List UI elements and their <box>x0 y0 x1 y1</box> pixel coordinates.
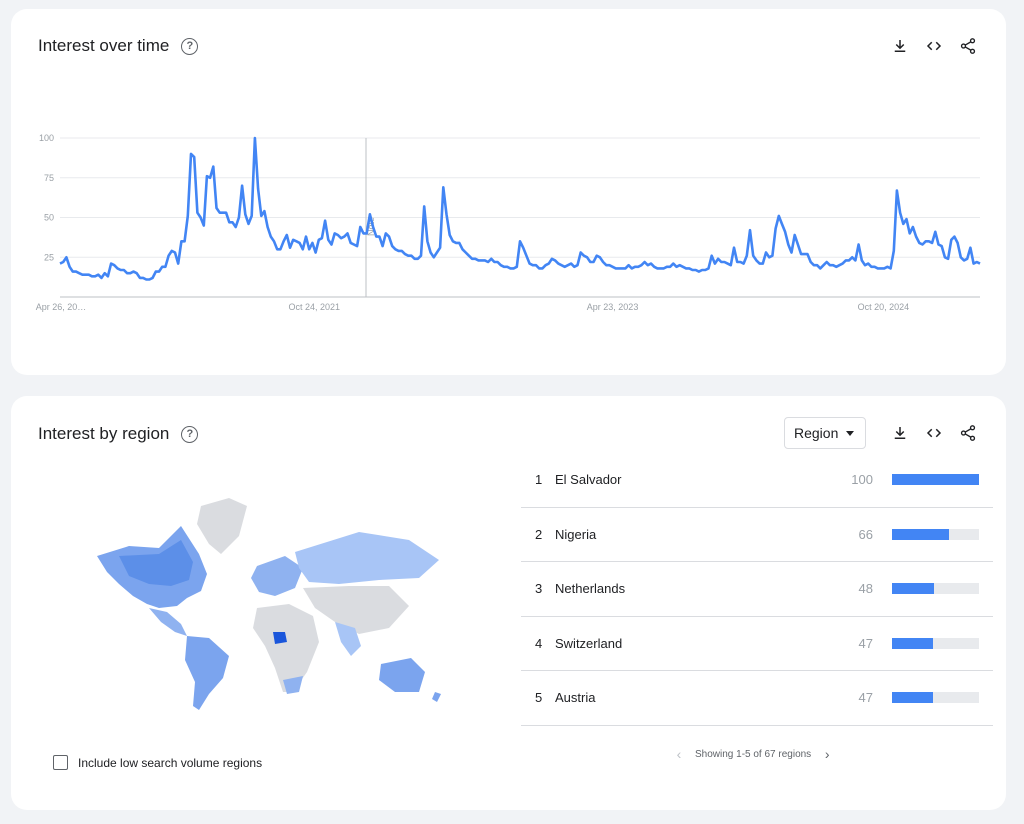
region-value: 48 <box>858 581 873 597</box>
x-tick-label: Apr 23, 2023 <box>587 302 639 312</box>
map-russia <box>295 532 439 584</box>
map-europe <box>251 556 303 596</box>
region-value-bar-fill <box>892 692 933 704</box>
region-name: Netherlands <box>555 581 626 597</box>
map-south-asia <box>335 622 361 656</box>
map-greenland <box>197 498 247 554</box>
region-value-bar <box>892 692 979 704</box>
map-canada <box>119 540 193 586</box>
region-value-bar <box>892 583 979 595</box>
region-value-bar-fill <box>892 528 950 540</box>
region-value: 47 <box>858 635 873 651</box>
region-value-bar <box>892 474 979 486</box>
share-icon[interactable] <box>958 423 978 443</box>
chevron-right-icon[interactable]: › <box>824 746 830 762</box>
y-tick-label: 100 <box>39 133 54 143</box>
region-name: Austria <box>555 690 596 706</box>
rank-number: 1 <box>535 472 543 488</box>
y-tick-label: 50 <box>44 213 54 223</box>
low-volume-checkbox[interactable] <box>53 755 68 770</box>
y-tick-label: 75 <box>44 173 54 183</box>
region-value: 47 <box>858 690 873 706</box>
rank-number: 4 <box>535 635 543 651</box>
ranking-row[interactable]: 5 Austria 47 <box>521 671 993 726</box>
region-value-bar <box>892 637 979 649</box>
region-value-bar-fill <box>892 583 934 595</box>
region-name: Nigeria <box>555 526 597 542</box>
help-icon[interactable]: ? <box>181 37 199 55</box>
map-australia <box>379 658 425 692</box>
pagination-text: Showing 1-5 of 67 regions <box>695 748 812 760</box>
rank-number: 3 <box>535 581 543 597</box>
map-south-africa <box>283 676 303 694</box>
ranking-row[interactable]: 2 Nigeria 66 <box>521 508 993 562</box>
y-tick-label: 25 <box>44 252 54 262</box>
pagination: ‹ Showing 1-5 of 67 regions › <box>671 746 835 762</box>
embed-icon[interactable] <box>924 36 944 56</box>
map-nigeria <box>273 632 287 644</box>
region-value: 66 <box>858 526 873 542</box>
low-volume-option: Include low search volume regions <box>53 755 262 770</box>
world-map[interactable] <box>89 496 449 716</box>
region-value-bar-fill <box>892 474 979 486</box>
map-new-zealand <box>432 692 441 702</box>
map-asia <box>303 586 409 634</box>
region-value-bar <box>892 528 979 540</box>
x-tick-label: Oct 24, 2021 <box>288 302 340 312</box>
annotation-label: Note <box>366 217 376 236</box>
low-volume-label: Include low search volume regions <box>78 755 263 770</box>
download-icon[interactable] <box>890 423 910 443</box>
x-tick-label: Apr 26, 20… <box>36 302 87 312</box>
time-card-actions <box>876 36 978 56</box>
embed-icon[interactable] <box>924 423 944 443</box>
region-select[interactable]: Region <box>784 417 866 449</box>
rank-number: 5 <box>535 690 543 706</box>
series-line <box>59 136 981 281</box>
map-south-america <box>185 636 229 710</box>
region-value: 100 <box>851 472 873 488</box>
chevron-left-icon[interactable]: ‹ <box>676 746 682 762</box>
interest-over-time-title: Interest over time <box>38 36 170 55</box>
x-tick-label: Oct 20, 2024 <box>858 302 910 312</box>
interest-by-region-title-row: Interest by region ? <box>38 424 199 444</box>
interest-over-time-title-row: Interest over time ? <box>38 36 199 56</box>
region-card-actions: Region <box>784 417 978 449</box>
ranking-row[interactable]: 1 El Salvador 100 <box>521 453 993 508</box>
help-icon[interactable]: ? <box>181 425 199 443</box>
interest-by-region-title: Interest by region <box>38 424 170 443</box>
interest-over-time-card: Interest over time ? 100 75 50 25 Apr 26, 20… <box>11 9 1006 375</box>
region-value-bar-fill <box>892 637 933 649</box>
share-icon[interactable] <box>958 36 978 56</box>
region-rankings: 1 El Salvador 100 2 Nigeria 66 3 Netherl… <box>521 453 993 726</box>
region-name: Switzerland <box>555 635 623 651</box>
ranking-row[interactable]: 4 Switzerland 47 <box>521 617 993 671</box>
interest-line-chart: 100 75 50 25 Apr 26, 20… Oct 24, 2021 Apr 23, … <box>36 133 981 312</box>
region-name: El Salvador <box>555 472 622 488</box>
download-icon[interactable] <box>890 36 910 56</box>
region-select-label: Region <box>794 425 839 441</box>
caret-down-icon <box>846 430 855 436</box>
map-africa <box>253 604 319 692</box>
rank-number: 2 <box>535 526 543 542</box>
ranking-row[interactable]: 3 Netherlands 48 <box>521 562 993 617</box>
interest-by-region-card: Interest by region ? Region <box>11 396 1006 810</box>
map-central-america <box>149 608 187 636</box>
